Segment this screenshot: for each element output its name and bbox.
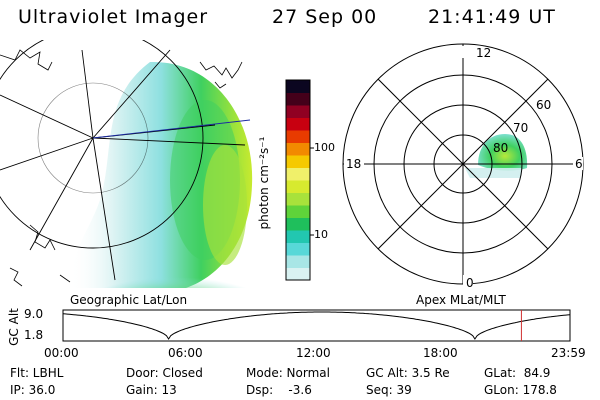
gc-alt-info: GC Alt: 3.5 Re (366, 366, 450, 380)
colorbar-swatch (286, 167, 310, 181)
orbit-altitude-curve (62, 311, 571, 340)
colorbar-swatch (286, 205, 310, 218)
altitude-ytick-high: 9.0 (24, 307, 44, 321)
aurora-oval (465, 134, 528, 178)
colorbar-swatch (286, 92, 310, 106)
mlat-label-70: 70 (513, 121, 529, 135)
mlt-label-0: 0 (466, 276, 474, 290)
time-tick-2359: 23:59 (551, 346, 586, 360)
time-tick-1800: 18:00 (423, 346, 458, 360)
time-tick-0000: 00:00 (44, 346, 79, 360)
mlat-label-60: 60 (536, 98, 552, 112)
geographic-caption: Geographic Lat/Lon (70, 293, 188, 307)
colorbar-tick-100: 100 (314, 141, 335, 154)
ip-info: IP: 36.0 (10, 383, 56, 397)
observation-time: 21:41:49 UT (428, 6, 556, 28)
gain-info: Gain: 13 (126, 383, 177, 397)
colorbar-swatch (286, 80, 310, 93)
glat-info: GLat: 84.9 (484, 366, 551, 380)
colorbar-frame (285, 79, 311, 281)
observation-date: 27 Sep 00 (272, 6, 378, 28)
colorbar-swatch (286, 267, 310, 281)
colorbar-swatch (286, 192, 310, 206)
colorbar-swatch (286, 230, 310, 243)
polar-grid (342, 43, 584, 285)
colorbar-swatch (286, 117, 310, 131)
mlt-label-18: 18 (346, 157, 362, 171)
colorbar-swatch (286, 180, 310, 193)
instrument-title: Ultraviolet Imager (18, 6, 209, 28)
altitude-ytick-low: 1.8 (24, 328, 44, 342)
seq-info: Seq: 39 (366, 383, 412, 397)
time-tick-1200: 12:00 (296, 346, 331, 360)
colorbar-swatch (286, 130, 310, 143)
mode-info: Mode: Normal (246, 366, 330, 380)
mlt-label-6: 6 (575, 157, 583, 171)
colorbar-tick-10: 10 (314, 228, 328, 241)
colorbar-scale (285, 79, 314, 281)
colorbar-swatch (286, 155, 310, 168)
colorbar-swatch (286, 255, 310, 268)
dsp-info: Dsp: -3.6 (246, 383, 312, 397)
colorbar-swatch (286, 217, 310, 231)
filter-info: Flt: LBHL (10, 366, 64, 380)
mlat-label-80: 80 (493, 141, 509, 155)
door-info: Door: Closed (126, 366, 203, 380)
coastlines (0, 49, 243, 287)
colorbar-swatch (286, 105, 310, 118)
time-tick-0600: 06:00 (168, 346, 203, 360)
colorbar-swatch (286, 242, 310, 256)
mlt-label-12: 12 (476, 46, 492, 60)
apex-caption: Apex MLat/MLT (416, 293, 506, 307)
glon-info: GLon: 178.8 (484, 383, 557, 397)
lat-lon-grid (0, 40, 251, 281)
colorbar-swatch (286, 142, 310, 156)
